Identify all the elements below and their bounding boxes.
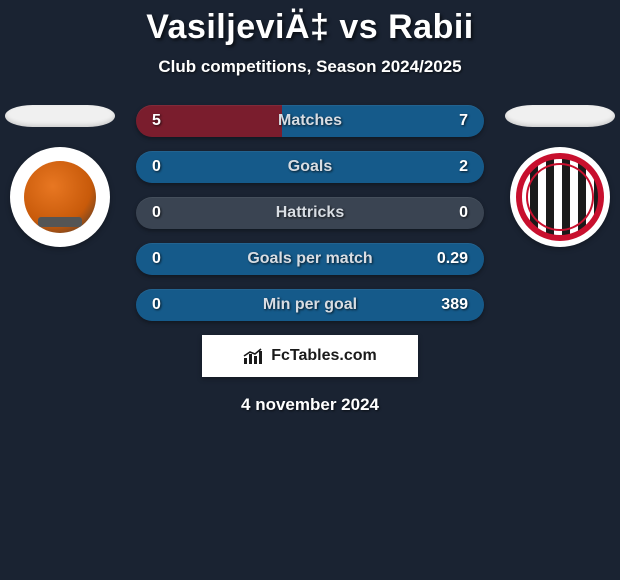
left-player-column: [0, 105, 120, 247]
stat-right-value: 0: [459, 197, 468, 229]
stat-right-value: 7: [459, 105, 468, 137]
ajman-club-icon: [24, 161, 96, 233]
stat-label: Goals: [288, 158, 332, 176]
stat-left-value: 0: [152, 197, 161, 229]
right-flag-icon: [505, 105, 615, 127]
stat-label: Min per goal: [263, 296, 357, 314]
stat-row: 0 Min per goal 389: [136, 289, 484, 321]
left-flag-icon: [5, 105, 115, 127]
stat-row: 5 Matches 7: [136, 105, 484, 137]
stat-label: Matches: [278, 112, 342, 130]
stat-left-value: 0: [152, 243, 161, 275]
main-panel: 5 Matches 7 0 Goals 2 0 Hattricks 0 0 Goals per ma…: [0, 105, 620, 415]
al-jazira-club-icon: [516, 153, 604, 241]
stat-row: 0 Goals 2: [136, 151, 484, 183]
stat-left-value: 0: [152, 151, 161, 183]
subtitle: Club competitions, Season 2024/2025: [0, 57, 620, 77]
left-club-badge: [10, 147, 110, 247]
stat-label: Hattricks: [276, 204, 344, 222]
stat-label: Goals per match: [247, 250, 372, 268]
right-club-badge: [510, 147, 610, 247]
stat-right-value: 389: [441, 289, 468, 321]
branding-text: FcTables.com: [271, 347, 377, 365]
stat-row: 0 Goals per match 0.29: [136, 243, 484, 275]
stat-left-value: 5: [152, 105, 161, 137]
stat-right-value: 2: [459, 151, 468, 183]
stat-row: 0 Hattricks 0: [136, 197, 484, 229]
stat-right-value: 0.29: [437, 243, 468, 275]
page-title: VasiljeviÄ‡ vs Rabii: [0, 8, 620, 47]
comparison-card: VasiljeviÄ‡ vs Rabii Club competitions, …: [0, 0, 620, 415]
stat-left-value: 0: [152, 289, 161, 321]
bar-chart-icon: [243, 347, 265, 365]
branding-badge: FcTables.com: [202, 335, 418, 377]
right-player-column: [500, 105, 620, 247]
date-label: 4 november 2024: [0, 395, 620, 415]
stats-list: 5 Matches 7 0 Goals 2 0 Hattricks 0 0 Goals per ma…: [136, 105, 484, 321]
